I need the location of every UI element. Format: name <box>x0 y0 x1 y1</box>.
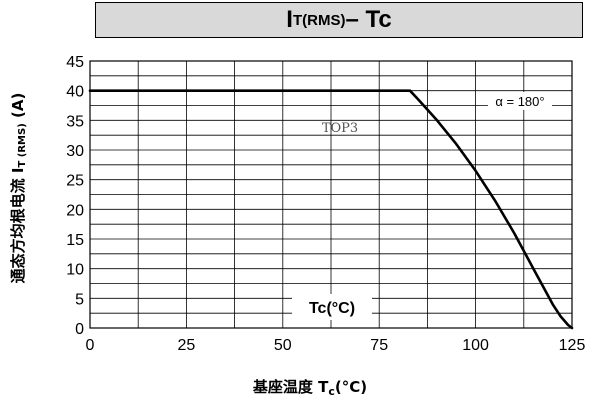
annotation-alpha: α = 180° <box>495 94 544 109</box>
x-tick-label: 75 <box>370 337 388 354</box>
x-tick-label: 100 <box>462 337 489 354</box>
x-tick-label: 25 <box>178 337 196 354</box>
title-rest: – Tc <box>345 6 392 33</box>
y-tick-label: 0 <box>75 321 84 338</box>
y-tick-label: 20 <box>66 202 84 219</box>
x-tick-label: 0 <box>86 337 95 354</box>
y-tick-label: 45 <box>66 54 84 71</box>
x-axis-label: 基座温度 Tc(°C) <box>252 378 368 398</box>
title-main: I <box>286 6 293 33</box>
title-sub: T(RMS) <box>292 11 346 29</box>
x-tick-label: 50 <box>274 337 292 354</box>
y-tick-label: 10 <box>66 262 84 279</box>
annotation-top3: TOP3 <box>322 121 358 136</box>
y-axis-label: 通态方均根电流 IT (RMS) (A) <box>9 92 28 284</box>
annotation-tc: Tc(°C) <box>309 300 355 317</box>
series-line <box>88 89 574 330</box>
plot-frame <box>89 60 573 329</box>
y-tick-label: 35 <box>66 113 84 130</box>
y-tick-label: 40 <box>66 84 84 101</box>
tc-box-bg <box>292 294 372 320</box>
chart-title: I T(RMS) – Tc <box>95 2 583 38</box>
y-tick-label: 5 <box>75 291 84 308</box>
annotation-alpha-bg <box>488 92 552 110</box>
y-tick-label: 30 <box>66 143 84 160</box>
y-tick-label: 25 <box>66 173 84 190</box>
y-tick-label: 15 <box>66 232 84 249</box>
x-tick-label: 125 <box>559 337 586 354</box>
